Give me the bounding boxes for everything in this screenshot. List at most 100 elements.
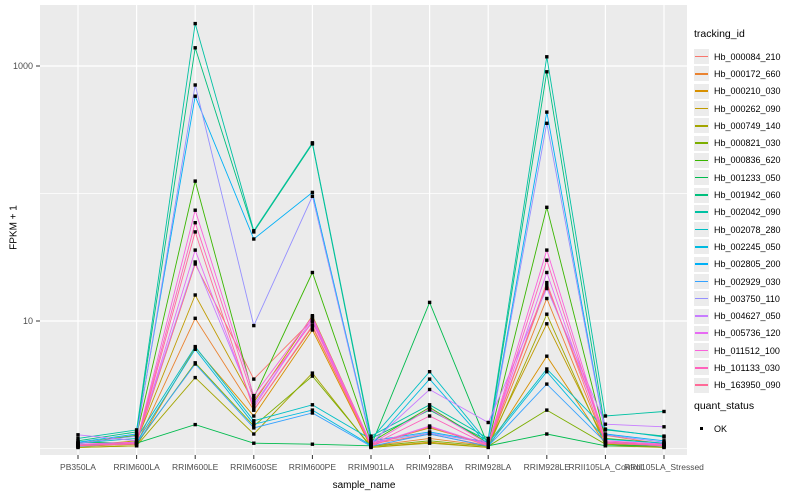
data-point — [486, 420, 490, 425]
legend-item: Hb_000836_620 — [694, 152, 800, 169]
legend-item: Hb_003750_110 — [694, 290, 800, 307]
data-point — [545, 286, 549, 291]
legend-key-line-icon — [694, 118, 709, 134]
data-point — [252, 419, 256, 423]
data-point — [252, 377, 256, 381]
data-point — [193, 94, 197, 98]
tracking-id-legend: tracking_id Hb_000084_210 Hb_000172_660 Hb… — [694, 28, 800, 394]
legend-key-line-icon — [694, 291, 709, 307]
data-point — [134, 434, 139, 438]
legend-item-label: Hb_000836_620 — [714, 155, 781, 166]
data-point — [193, 260, 197, 264]
quant-status-legend: quant_status OK — [694, 400, 800, 437]
y-tick-label: 10 — [22, 316, 33, 326]
data-point — [252, 408, 256, 412]
x-tick-label: RRIM600SE — [230, 462, 278, 472]
data-point — [545, 367, 549, 371]
data-point — [545, 312, 549, 316]
data-point — [603, 433, 608, 437]
y-axis-title: FPKM + 1 — [8, 205, 20, 250]
legend-item-label: Hb_011512_100 — [714, 345, 780, 356]
data-point — [545, 370, 549, 374]
legend-item: Hb_000210_030 — [694, 83, 800, 100]
legend-key-line-icon — [694, 308, 709, 324]
legend-item: Hb_011512_100 — [694, 342, 800, 359]
data-point — [662, 409, 666, 414]
legend-item-label: Hb_000749_140 — [714, 120, 781, 131]
data-point — [545, 270, 549, 275]
legend-item-label: Hb_000262_090 — [714, 103, 781, 114]
legend-key-line-icon — [694, 274, 709, 289]
x-tick-label: RRIM600LA — [113, 462, 160, 472]
data-point — [252, 396, 256, 400]
x-tick-label: RRII105LA_Stressed — [624, 462, 704, 472]
data-point — [310, 194, 315, 198]
legend-key-line-icon — [694, 83, 709, 99]
panel-background — [40, 5, 687, 455]
legend-item: Hb_002929_030 — [694, 273, 800, 290]
x-tick-label: RRIM928BA — [405, 462, 454, 472]
data-point — [252, 414, 256, 418]
data-point — [193, 179, 197, 183]
data-point — [545, 408, 549, 412]
data-point — [662, 440, 666, 444]
data-point — [310, 141, 315, 145]
data-point — [76, 444, 80, 448]
data-point — [662, 444, 666, 448]
legend-item: Hb_002078_280 — [694, 221, 800, 238]
legend-item: Hb_000262_090 — [694, 100, 800, 117]
data-point — [545, 382, 549, 386]
data-point — [427, 407, 432, 411]
x-tick-label: RRIM600LE — [172, 462, 219, 472]
x-tick-label: RRIM928LA — [465, 462, 512, 472]
data-point — [545, 322, 549, 326]
data-point — [427, 300, 432, 305]
data-point — [662, 435, 666, 439]
data-point — [252, 422, 256, 426]
data-point — [310, 323, 315, 328]
legend-key-line-icon — [694, 239, 709, 255]
legend-item: Hb_000084_210 — [694, 48, 800, 65]
legend-item-label: Hb_002929_030 — [714, 276, 781, 287]
data-point — [134, 430, 139, 434]
legend-item-label: Hb_101133_030 — [714, 362, 780, 373]
data-point — [134, 436, 139, 441]
data-point — [310, 320, 315, 324]
data-point — [193, 21, 197, 26]
legend-item-label: Hb_000210_030 — [714, 86, 781, 97]
data-point — [545, 258, 549, 262]
data-point — [193, 221, 197, 225]
data-point — [427, 370, 432, 374]
quant-status-item: OK — [694, 420, 800, 437]
data-point — [193, 344, 197, 349]
data-point — [193, 316, 197, 320]
data-point — [603, 441, 608, 445]
x-tick-label: RRIM901LA — [347, 462, 395, 472]
data-point — [310, 315, 315, 319]
data-point — [252, 432, 256, 436]
data-point — [193, 262, 197, 266]
data-point — [134, 442, 139, 446]
data-point — [486, 436, 490, 441]
y-tick-label: 1000 — [12, 61, 33, 71]
legend-item: Hb_101133_030 — [694, 359, 800, 376]
data-point — [252, 405, 256, 410]
legend-key-line-icon — [694, 135, 709, 151]
legend-item: Hb_002042_090 — [694, 204, 800, 221]
legend-key-line-icon — [694, 377, 709, 393]
quant-status-label: OK — [714, 423, 728, 434]
data-point — [427, 377, 432, 381]
data-point — [310, 371, 315, 375]
x-axis-title: sample_name — [332, 480, 396, 491]
legend-item-label: Hb_163950_090 — [714, 380, 781, 391]
legend-key-line-icon — [694, 256, 709, 272]
legend-item-label: Hb_002245_050 — [714, 241, 781, 252]
data-point — [310, 270, 315, 275]
data-point — [369, 444, 373, 448]
data-point — [193, 248, 197, 252]
data-point — [310, 328, 315, 332]
data-point — [310, 190, 315, 195]
legend-item-label: Hb_000084_210 — [714, 51, 781, 62]
data-point — [545, 280, 549, 285]
legend-item: Hb_001942_060 — [694, 186, 800, 203]
